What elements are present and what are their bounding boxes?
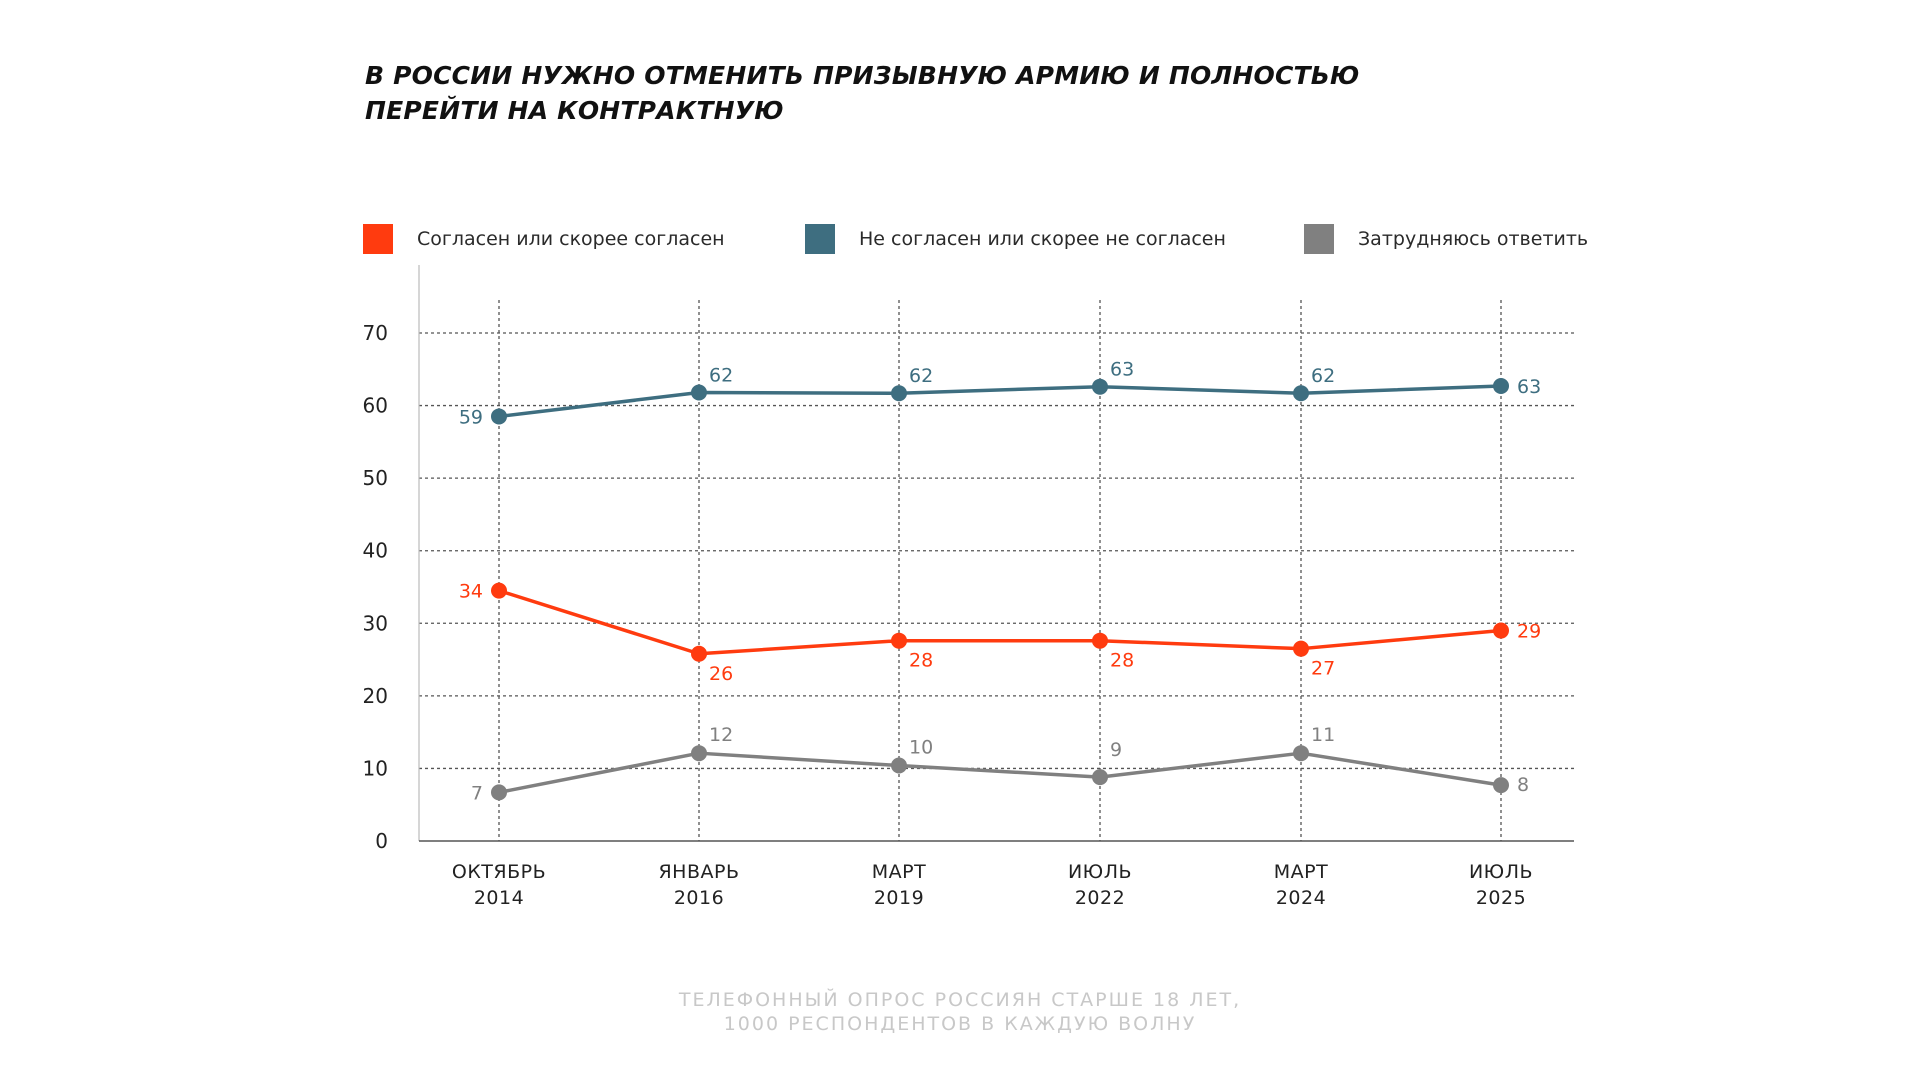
x-tick-label: ОКТЯБРЬ [452,861,546,883]
data-label-agree: 28 [1110,650,1134,672]
data-point-agree [691,645,707,662]
data-label-agree: 29 [1517,621,1541,643]
grid [419,300,1574,841]
legend-label-disagree: Не согласен или скорее не согласен [859,228,1226,250]
data-point-unsure [691,745,707,762]
data-point-unsure [491,784,507,801]
data-label-disagree: 62 [909,365,933,387]
data-point-unsure [1293,745,1309,762]
data-point-disagree [691,384,707,401]
x-tick-label: 2022 [1075,887,1125,909]
footnote-line-1: ТЕЛЕФОННЫЙ ОПРОС РОССИЯН СТАРШЕ 18 ЛЕТ, [678,989,1242,1011]
data-label-unsure: 7 [471,782,483,804]
data-label-unsure: 12 [709,724,733,746]
x-tick-label: МАРТ [1274,861,1328,883]
data-label-disagree: 62 [1311,365,1335,387]
data-label-disagree: 63 [1517,376,1541,398]
chart-title-line-2: ПЕРЕЙТИ НА КОНТРАКТНУЮ [365,96,784,125]
data-label-disagree: 63 [1110,359,1134,381]
legend-swatch-unsure [1304,224,1334,254]
data-point-agree [491,582,507,599]
data-label-unsure: 8 [1517,774,1529,796]
y-tick-label: 0 [375,829,388,853]
x-tick-label: МАРТ [872,861,926,883]
data-label-agree: 34 [459,581,483,603]
data-point-disagree [491,408,507,425]
legend-item-unsure: Затрудняюсь ответить [1304,224,1588,254]
data-label-agree: 27 [1311,658,1335,680]
data-label-unsure: 9 [1110,739,1122,761]
x-tick-label: ЯНВАРЬ [658,861,739,883]
chart-title-line-1: В РОССИИ НУЖНО ОТМЕНИТЬ ПРИЗЫВНУЮ АРМИЮ … [365,61,1360,90]
footnote-line-2: 1000 РЕСПОНДЕНТОВ В КАЖДУЮ ВОЛНУ [723,1013,1197,1035]
data-labels: 34 26 28 28 27 29 59 62 62 63 62 63 7 12 10 9 11 8 [459,359,1541,805]
y-tick-label: 20 [363,684,388,708]
legend-label-unsure: Затрудняюсь ответить [1358,228,1589,250]
data-point-agree [1092,632,1108,649]
x-tick-label: 2016 [674,887,724,909]
data-point-unsure [891,757,907,774]
data-point-disagree [1293,385,1309,402]
chart-title: В РОССИИ НУЖНО ОТМЕНИТЬ ПРИЗЫВНУЮ АРМИЮ … [365,58,1465,128]
y-tick-label: 10 [363,756,388,780]
data-point-disagree [891,385,907,402]
y-tick-label: 40 [363,539,388,563]
x-tick-label: 2025 [1476,887,1526,909]
data-label-agree: 26 [709,663,733,685]
legend-swatch-disagree [805,224,835,254]
data-point-agree [1493,622,1509,639]
series-line-disagree [498,384,1502,419]
x-tick-label: ИЮЛЬ [1068,861,1132,883]
data-point-unsure [1493,777,1509,794]
data-label-disagree: 59 [459,406,483,428]
y-tick-label: 70 [363,321,388,345]
data-label-unsure: 10 [909,737,933,759]
legend-swatch-agree [363,224,393,254]
series-lines [491,377,1509,801]
legend-item-disagree: Не согласен или скорее не согласен [805,224,1226,254]
x-tick-label: ИЮЛЬ [1469,861,1533,883]
legend-item-agree: Согласен или скорее согласен [363,224,725,254]
series-line-agree [498,588,1502,656]
y-tick-label: 30 [363,611,388,635]
data-label-agree: 28 [909,650,933,672]
x-tick-label: 2019 [874,887,924,909]
data-point-agree [1293,640,1309,657]
y-tick-label: 50 [363,466,388,490]
data-point-disagree [1092,378,1108,395]
data-point-disagree [1493,377,1509,394]
series-line-unsure [498,751,1502,795]
data-point-unsure [1092,769,1108,786]
data-label-unsure: 11 [1311,724,1335,746]
legend-label-agree: Согласен или скорее согласен [417,228,725,250]
data-label-disagree: 62 [709,365,733,387]
axes: 0 10 20 30 40 50 60 70 ОКТЯБРЬ 2014 ЯНВАРЬ 2016 МАРТ… [363,265,1574,909]
data-point-agree [891,632,907,649]
y-tick-label: 60 [363,394,388,418]
x-tick-label: 2014 [474,887,524,909]
footnote: ТЕЛЕФОННЫЙ ОПРОС РОССИЯН СТАРШЕ 18 ЛЕТ, … [0,988,1920,1036]
x-tick-label: 2024 [1276,887,1326,909]
